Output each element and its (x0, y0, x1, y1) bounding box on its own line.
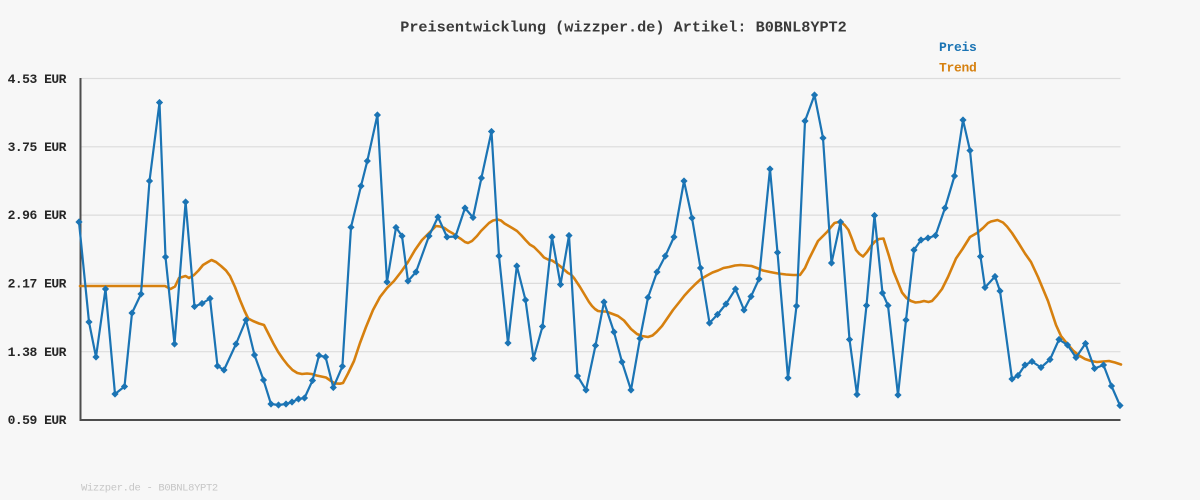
svg-text:Trend: Trend (939, 61, 977, 76)
svg-text:0.59 EUR: 0.59 EUR (8, 413, 67, 428)
svg-text:Wizzper.de - B0BNL8YPT2: Wizzper.de - B0BNL8YPT2 (81, 483, 218, 495)
svg-text:2.17 EUR: 2.17 EUR (8, 277, 67, 292)
svg-text:4.53 EUR: 4.53 EUR (8, 72, 67, 87)
svg-text:2.96 EUR: 2.96 EUR (8, 208, 67, 223)
svg-text:3.75 EUR: 3.75 EUR (8, 140, 67, 155)
svg-text:1.38 EUR: 1.38 EUR (8, 345, 67, 360)
svg-text:Preis: Preis (939, 40, 977, 55)
svg-text:Preisentwicklung (wizzper.de): Preisentwicklung (wizzper.de) Artikel: B… (400, 19, 847, 37)
